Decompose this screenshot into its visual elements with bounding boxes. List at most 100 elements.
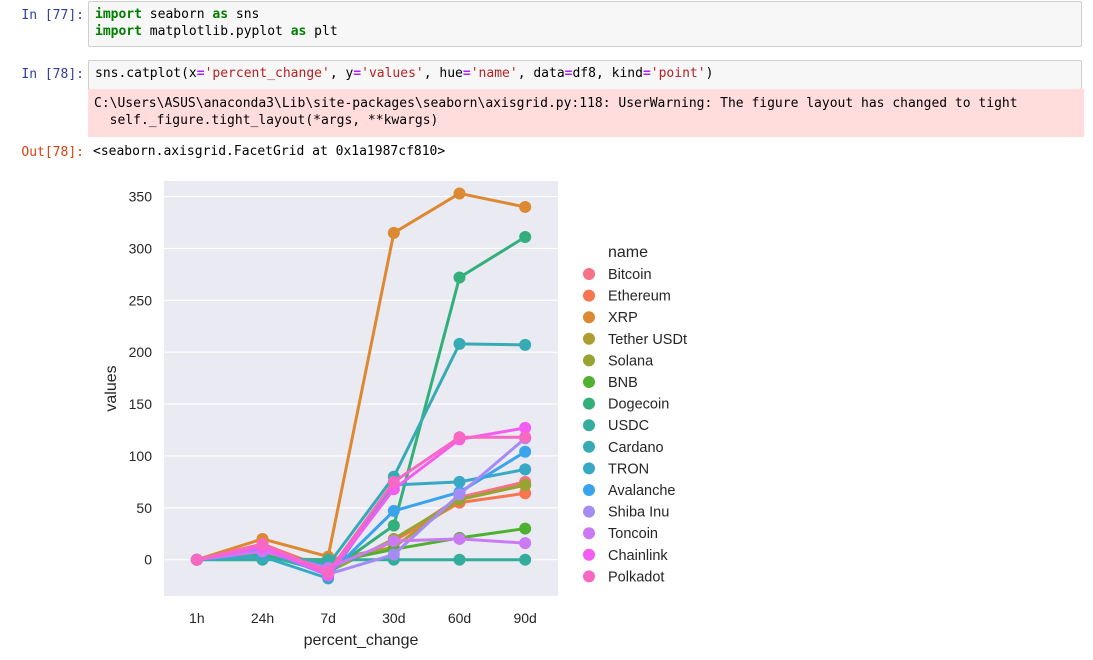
y-tick-label: 50 [136,500,152,516]
data-point [519,200,532,213]
code-token: as [290,24,307,39]
code-token: seaborn [141,7,213,22]
data-point [387,548,400,561]
data-point [453,532,466,545]
data-point [387,504,400,517]
data-point [519,478,532,491]
legend-label: BNB [608,375,638,391]
x-tick-label: 1h [189,610,205,626]
data-point [519,463,532,476]
cell-78-input[interactable]: sns.catplot(x='percent_change', y='value… [88,60,1082,90]
code-token: = [353,66,362,81]
data-point [190,553,203,566]
x-tick-label: 60d [448,610,471,626]
code-token: 'point' [650,66,706,81]
data-point [387,475,400,488]
legend-marker [583,332,595,345]
code-line: import matplotlib.pyplot as plt [95,23,1075,40]
legend-label: Ethereum [608,289,671,305]
code-token: import [95,24,142,39]
y-tick-label: 350 [129,189,153,205]
x-axis-label: percent_change [304,632,419,649]
legend-marker [583,419,595,432]
series-line [196,235,526,574]
code-token: matplotlib.pyplot [141,24,291,39]
legend-label: Shiba Inu [608,505,669,521]
data-point [453,431,466,444]
y-tick-label: 250 [129,292,153,308]
code-token: 'percent_change' [204,66,330,81]
y-tick-label: 300 [129,240,153,256]
code-token: sns [228,7,260,22]
y-tick-label: 0 [144,552,152,568]
data-point [453,488,466,501]
legend-marker [583,376,595,388]
legend-marker [583,462,595,475]
legend-label: Avalanche [608,483,675,499]
legend-label: Toncoin [608,526,658,542]
legend-label: Polkadot [608,569,664,585]
code-token: 'values' [361,66,424,81]
data-point [256,538,269,551]
data-point [519,431,532,444]
legend-marker [583,484,595,496]
code-token: ) [705,66,714,81]
legend-marker [583,289,595,302]
series-line [196,191,526,562]
legend-label: Bitcoin [608,267,652,283]
code-token: plt [306,24,338,39]
cell-77-input[interactable]: import seaborn as sns import matplotlib.p… [88,1,1082,47]
y-tick-label: 200 [129,344,153,360]
x-tick-label: 30d [382,610,405,626]
code-token: , data [517,66,565,81]
cell-77-prompt: In [77]: [21,8,84,23]
data-point [453,553,466,566]
data-point [387,226,400,239]
legend-marker [583,311,595,324]
legend-title: name [608,244,648,261]
data-point [519,421,532,434]
cell-78-output-prompt: Out[78]: [21,145,84,160]
legend-marker [583,354,595,367]
data-point [453,475,466,488]
y-tick-label: 150 [129,396,153,412]
legend-marker [583,527,595,540]
data-point [519,522,532,535]
legend-marker [583,570,595,583]
data-point [519,231,532,244]
data-point [519,487,532,500]
code-token: = [564,66,573,81]
legend-label: TRON [608,461,649,477]
legend-label: Chainlink [608,548,668,564]
x-tick-label: 24h [251,610,274,626]
series-line [196,435,526,574]
x-tick-label: 90d [513,610,536,626]
code-token: sns.catplot(x [95,66,197,81]
legend-label: Dogecoin [608,397,669,413]
data-point [519,537,532,550]
data-point [519,338,532,351]
code-line: import seaborn as sns [95,6,1075,23]
code-token: = [642,66,651,81]
data-point [387,535,400,548]
legend-label: Tether USDt [608,332,687,348]
legend-label: USDC [608,418,649,434]
cell-78-prompt: In [78]: [21,67,84,82]
code-token: 'name' [470,66,518,81]
legend-marker [583,397,595,410]
cell-78-output-text: <seaborn.axisgrid.FacetGrid at 0x1a1987c… [93,144,446,159]
code-line: sns.catplot(x='percent_change', y='value… [95,65,1075,82]
code-token: df8, kind [572,66,643,81]
code-token: = [462,66,471,81]
legend-marker [583,505,595,518]
code-token: import [95,7,142,22]
series-line [196,537,526,570]
code-token: = [196,66,205,81]
data-point [453,187,466,200]
y-axis-label: values [103,365,120,411]
data-point [453,337,466,350]
stderr-warning: C:\Users\ASUS\anaconda3\Lib\site-package… [88,89,1084,137]
code-token: , y [329,66,354,81]
code-token: as [212,7,229,22]
legend-marker [583,268,595,280]
